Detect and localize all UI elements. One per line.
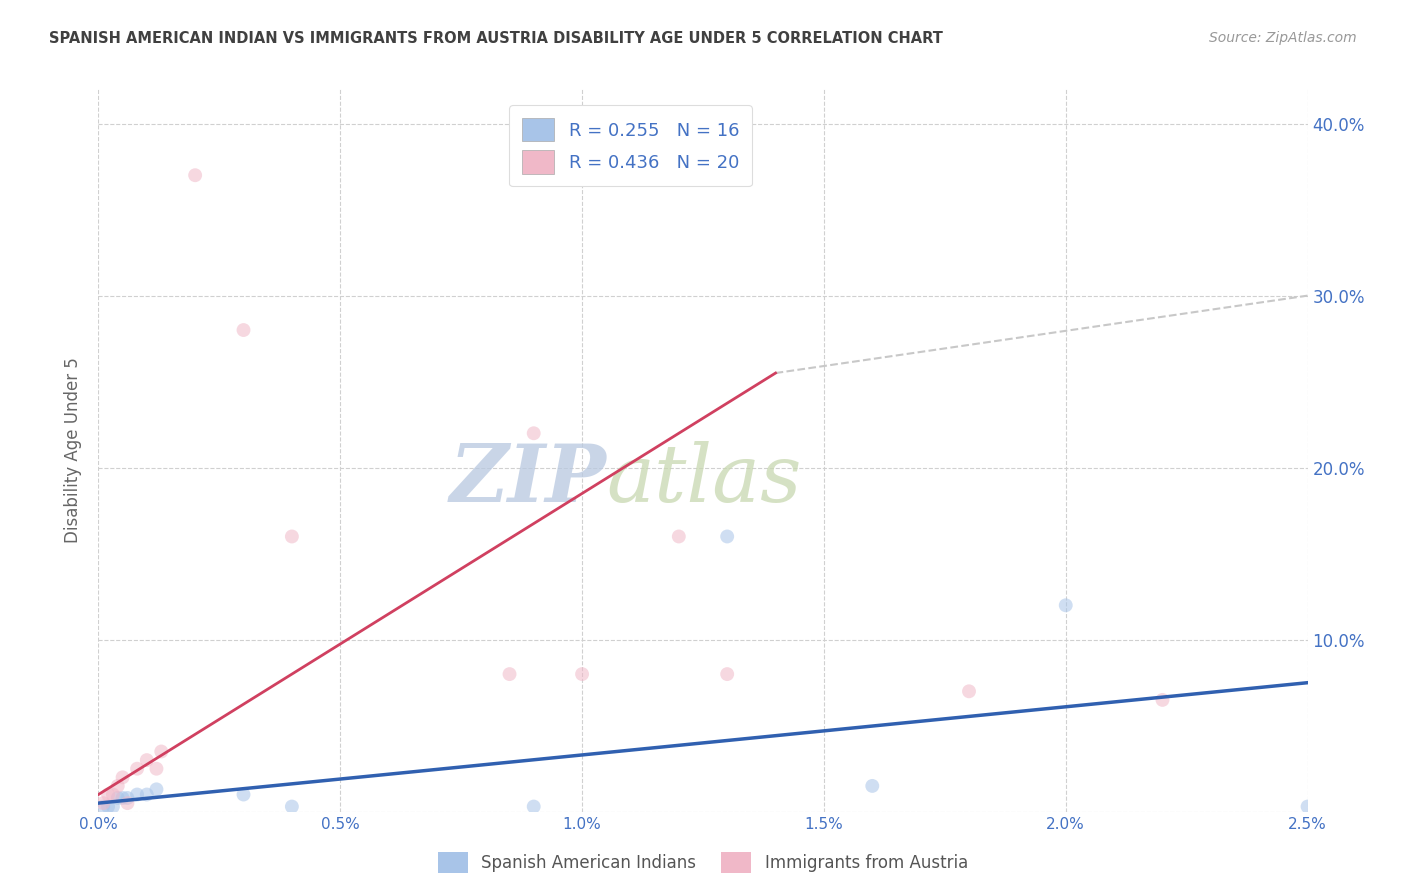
Point [668, 529, 690, 543]
Text: Source: ZipAtlas.com: Source: ZipAtlas.com [1209, 31, 1357, 45]
Point [97, 799, 120, 814]
Point [523, 426, 546, 441]
Point [101, 788, 124, 802]
Point [117, 791, 139, 805]
Point [1296, 799, 1319, 814]
Point [184, 168, 207, 182]
Point [111, 791, 134, 805]
Point [91, 799, 114, 814]
Point [135, 788, 157, 802]
Point [145, 762, 167, 776]
Legend: Spanish American Indians, Immigrants from Austria: Spanish American Indians, Immigrants fro… [432, 846, 974, 880]
Point [91, 796, 114, 810]
Point [135, 753, 157, 767]
Point [523, 799, 546, 814]
Point [1054, 599, 1077, 613]
Point [111, 770, 134, 784]
Point [107, 791, 129, 805]
Text: SPANISH AMERICAN INDIAN VS IMMIGRANTS FROM AUSTRIA DISABILITY AGE UNDER 5 CORREL: SPANISH AMERICAN INDIAN VS IMMIGRANTS FR… [49, 31, 943, 46]
Point [232, 788, 254, 802]
Point [1152, 693, 1174, 707]
Point [281, 529, 304, 543]
Point [716, 667, 738, 681]
Point [127, 788, 149, 802]
Point [571, 667, 593, 681]
Point [127, 762, 149, 776]
Text: atlas: atlas [606, 441, 801, 518]
Point [860, 779, 883, 793]
Y-axis label: Disability Age Under 5: Disability Age Under 5 [63, 358, 82, 543]
Point [716, 529, 738, 543]
Point [117, 796, 139, 810]
Point [145, 782, 167, 797]
Point [281, 799, 304, 814]
Point [957, 684, 980, 698]
Point [150, 744, 173, 758]
Point [498, 667, 520, 681]
Legend: R = 0.255   N = 16, R = 0.436   N = 20: R = 0.255 N = 16, R = 0.436 N = 20 [509, 105, 752, 186]
Text: ZIP: ZIP [450, 441, 606, 518]
Point [232, 323, 254, 337]
Point [97, 788, 120, 802]
Point [107, 779, 129, 793]
Point [101, 799, 124, 814]
